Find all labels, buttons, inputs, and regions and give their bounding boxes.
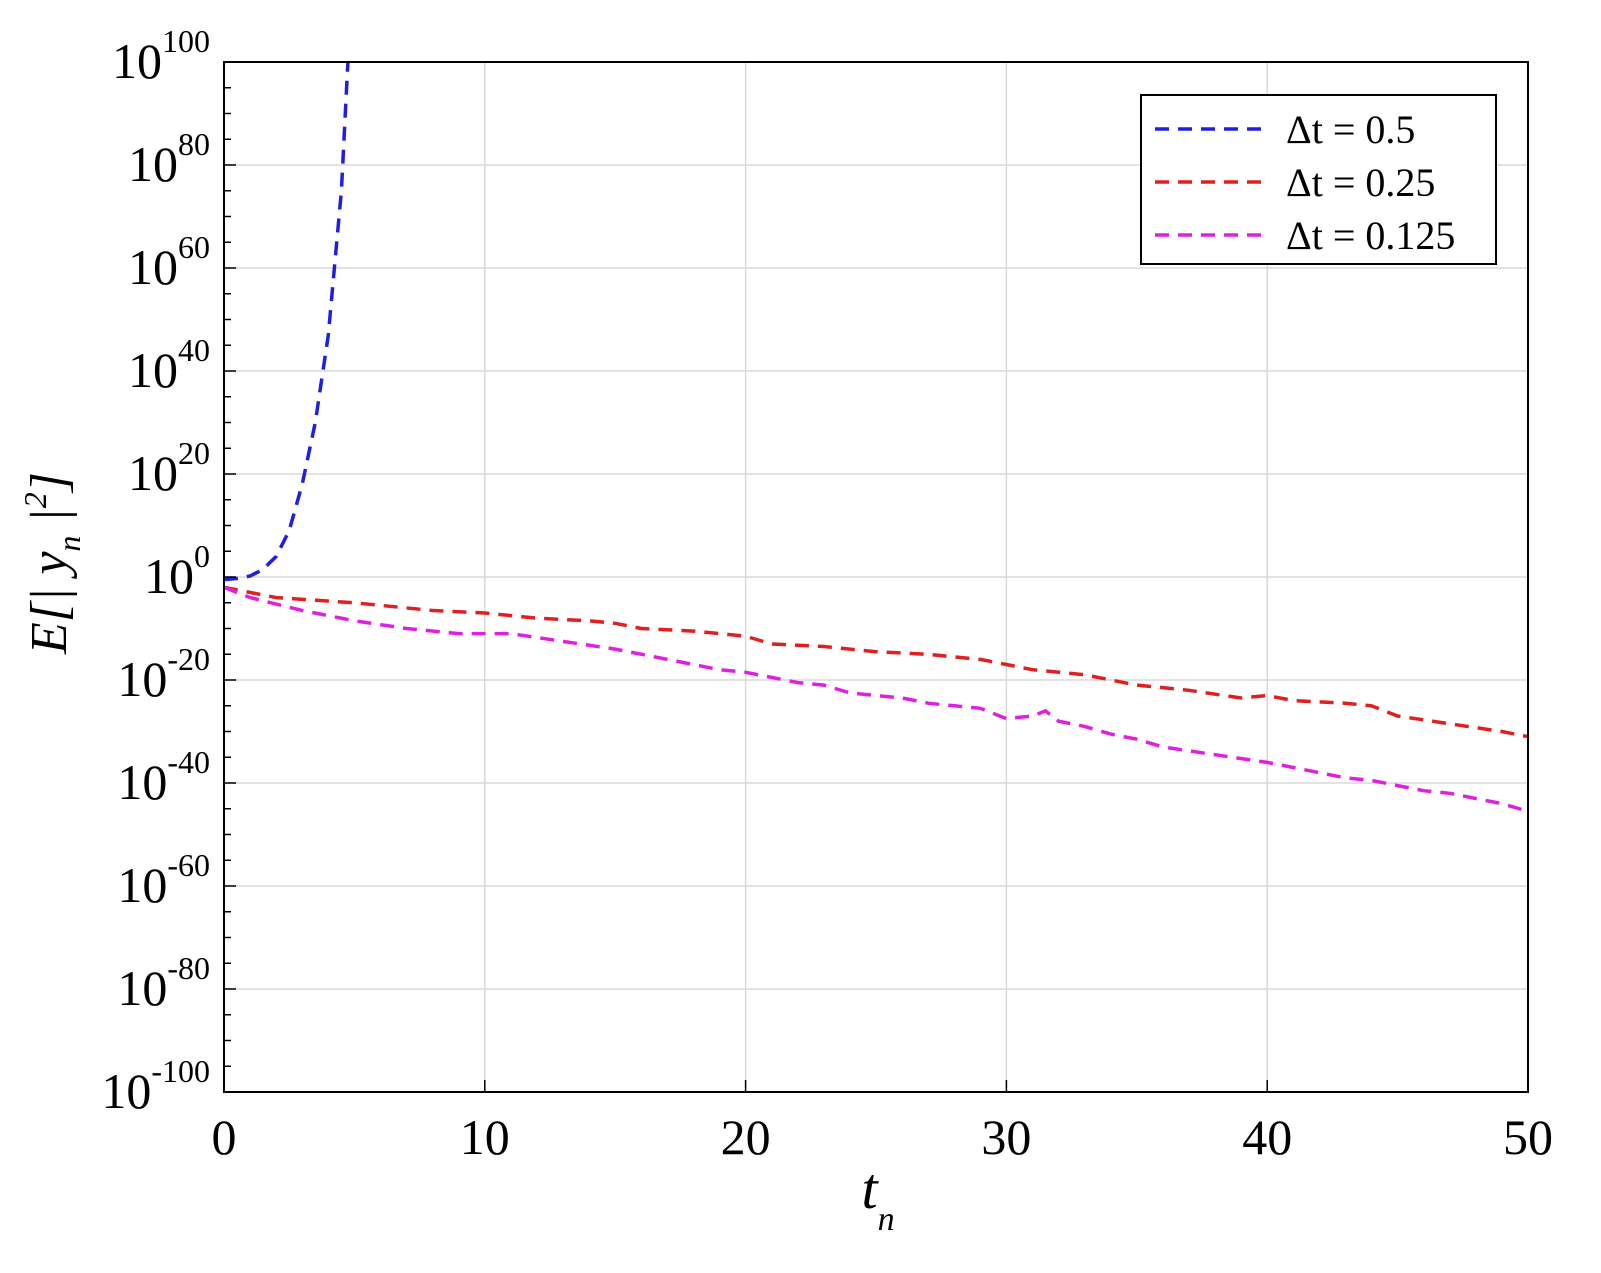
y-tick-exponent: -60: [167, 847, 210, 883]
y-tick-base: 10: [128, 445, 178, 501]
x-axis-title-main: t: [861, 1156, 879, 1221]
x-tick-label: 50: [1503, 1109, 1553, 1165]
y-tick-label: 1040: [128, 332, 210, 398]
y-tick-base: 10: [128, 342, 178, 398]
minor-ticks: [224, 87, 231, 1067]
legend-items: Δt = 0.5 Δt = 0.25 Δt = 0.125: [1155, 107, 1455, 258]
legend-label-2: Δt = 0.25: [1286, 160, 1435, 205]
y-tick-label: 10-100: [101, 1053, 210, 1119]
y-tick-label: 1080: [128, 126, 210, 192]
y-tick-base: 10: [117, 857, 167, 913]
y-tick-exponent: 60: [178, 229, 210, 265]
y-tick-exponent: -100: [151, 1053, 210, 1089]
grid: [224, 62, 1528, 1092]
y-tick-base: 10: [144, 548, 194, 604]
y-tick-label: 10-80: [117, 950, 210, 1016]
y-tick-label: 100: [144, 538, 210, 604]
y-axis-ticks: 10100108010601040102010010-2010-4010-601…: [101, 23, 236, 1119]
y-tick-exponent: 0: [194, 538, 210, 574]
y-axis-title-prefix: E[| y: [21, 551, 78, 655]
x-axis-title: tn: [861, 1156, 894, 1238]
y-tick-base: 10: [117, 651, 167, 707]
x-tick-label: 30: [981, 1109, 1031, 1165]
y-axis-title: E[| yn |2]: [17, 472, 87, 655]
legend: Δt = 0.5 Δt = 0.25 Δt = 0.125: [1140, 94, 1497, 265]
legend-label-3: Δt = 0.125: [1286, 213, 1455, 258]
x-axis-ticks: 0 10 20 30 40 50: [212, 1080, 1553, 1165]
x-tick-label: 0: [212, 1109, 237, 1165]
y-tick-exponent: 100: [162, 23, 210, 59]
x-tick-label: 20: [721, 1109, 771, 1165]
x-tick-label: 10: [460, 1109, 510, 1165]
y-tick-label: 10-40: [117, 744, 210, 810]
x-tick-label: 40: [1242, 1109, 1292, 1165]
y-tick-base: 10: [112, 33, 162, 89]
y-tick-base: 10: [128, 136, 178, 192]
y-tick-exponent: 20: [178, 435, 210, 471]
legend-label-1: Δt = 0.5: [1286, 107, 1415, 152]
series-line-2: [224, 585, 1528, 739]
y-tick-exponent: -20: [167, 641, 210, 677]
y-tick-exponent: 40: [178, 332, 210, 368]
y-axis-title-suffix: ]: [21, 472, 78, 494]
y-axis-title-middle: |: [21, 508, 78, 535]
series-group: [224, 62, 1528, 813]
y-axis-title-sub: n: [51, 536, 87, 552]
y-tick-base: 10: [117, 960, 167, 1016]
y-tick-exponent: -80: [167, 950, 210, 986]
y-tick-base: 10: [128, 239, 178, 295]
y-tick-label: 1060: [128, 229, 210, 295]
y-tick-base: 10: [117, 754, 167, 810]
y-tick-label: 10-60: [117, 847, 210, 913]
y-tick-label: 1020: [128, 435, 210, 501]
y-tick-label: 10-20: [117, 641, 210, 707]
y-tick-exponent: 80: [178, 126, 210, 162]
y-tick-exponent: -40: [167, 744, 210, 780]
y-axis-title-sup: 2: [17, 492, 53, 508]
y-tick-label: 10100: [112, 23, 210, 89]
legend-box: [1140, 94, 1497, 265]
series-line-3: [224, 585, 1528, 813]
y-tick-base: 10: [101, 1063, 151, 1119]
x-axis-title-sub: n: [878, 1201, 895, 1238]
